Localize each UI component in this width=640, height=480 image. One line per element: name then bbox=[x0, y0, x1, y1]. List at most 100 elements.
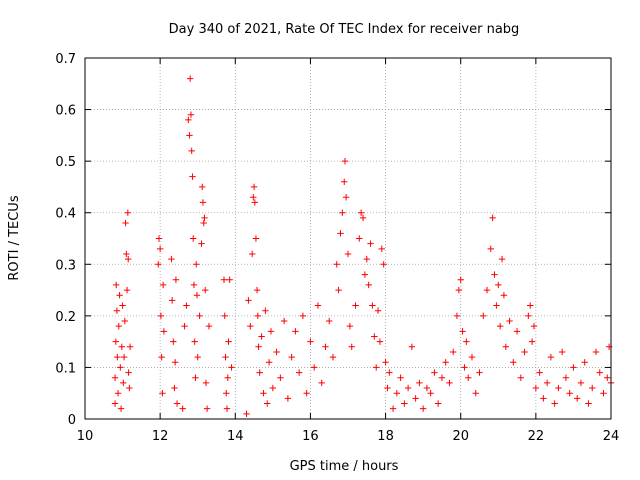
data-point bbox=[489, 214, 496, 222]
data-point bbox=[378, 245, 386, 253]
data-point bbox=[348, 343, 355, 350]
data-point bbox=[369, 302, 376, 309]
data-point bbox=[371, 333, 378, 340]
data-point bbox=[427, 390, 434, 397]
data-point bbox=[322, 343, 329, 350]
data-point bbox=[404, 384, 412, 392]
grid bbox=[85, 58, 611, 419]
data-point bbox=[280, 317, 288, 325]
data-point bbox=[156, 245, 164, 253]
data-point bbox=[115, 322, 123, 330]
x-tick-label: 18 bbox=[377, 429, 394, 444]
data-point bbox=[113, 307, 121, 314]
data-point bbox=[292, 328, 299, 335]
data-point bbox=[335, 286, 342, 294]
data-point bbox=[536, 369, 543, 376]
data-point bbox=[329, 353, 337, 361]
data-point bbox=[125, 255, 132, 263]
data-point bbox=[265, 359, 273, 366]
data-point bbox=[205, 322, 213, 330]
data-point bbox=[502, 343, 509, 350]
data-point bbox=[187, 75, 194, 82]
data-point bbox=[476, 369, 483, 376]
data-point bbox=[361, 271, 369, 278]
data-point bbox=[258, 333, 265, 340]
data-point bbox=[114, 353, 121, 361]
data-point bbox=[303, 390, 310, 397]
data-point bbox=[201, 214, 208, 222]
data-point bbox=[111, 374, 119, 381]
data-point bbox=[253, 286, 261, 294]
data-point bbox=[123, 286, 131, 294]
data-point bbox=[159, 281, 167, 289]
data-point bbox=[461, 364, 468, 371]
data-point bbox=[577, 379, 585, 387]
x-tick-label: 14 bbox=[227, 429, 244, 444]
data-point bbox=[252, 235, 260, 242]
data-point bbox=[446, 379, 453, 387]
data-point bbox=[245, 297, 252, 304]
data-point bbox=[273, 348, 280, 356]
data-point bbox=[442, 359, 449, 366]
data-point bbox=[592, 348, 600, 356]
data-point bbox=[170, 338, 177, 345]
data-point bbox=[380, 261, 387, 268]
data-point bbox=[423, 384, 431, 392]
data-point bbox=[551, 400, 558, 407]
y-tick-label: 0 bbox=[68, 413, 76, 428]
data-point bbox=[125, 369, 132, 376]
data-point bbox=[124, 209, 132, 216]
data-point bbox=[122, 219, 129, 227]
data-point bbox=[223, 390, 230, 397]
data-point bbox=[555, 384, 562, 392]
data-point bbox=[223, 405, 231, 412]
data-point bbox=[199, 199, 207, 206]
y-tick-label: 0.1 bbox=[55, 361, 76, 376]
data-point bbox=[372, 364, 380, 371]
data-point bbox=[264, 400, 271, 407]
data-point bbox=[532, 384, 540, 392]
data-point bbox=[183, 302, 190, 309]
data-point bbox=[191, 338, 198, 345]
data-point bbox=[528, 338, 536, 345]
data-point bbox=[112, 281, 120, 289]
data-point bbox=[111, 400, 119, 407]
data-point bbox=[374, 307, 382, 314]
data-point bbox=[190, 281, 198, 289]
data-point bbox=[386, 369, 393, 376]
data-point bbox=[114, 390, 122, 397]
data-point bbox=[228, 364, 235, 371]
data-point bbox=[158, 353, 165, 361]
data-point bbox=[401, 400, 408, 407]
data-point bbox=[342, 194, 350, 201]
data-point bbox=[495, 281, 502, 289]
data-point bbox=[185, 116, 192, 124]
data-point bbox=[363, 255, 370, 263]
data-point bbox=[521, 348, 528, 356]
data-point bbox=[222, 353, 229, 361]
data-point bbox=[118, 343, 126, 350]
data-point bbox=[159, 390, 166, 397]
data-point bbox=[224, 374, 231, 381]
y-tick-label: 0.4 bbox=[55, 207, 76, 222]
data-point bbox=[172, 276, 180, 283]
data-point bbox=[248, 250, 256, 258]
data-point bbox=[193, 292, 201, 299]
data-point bbox=[326, 317, 333, 325]
x-axis-label: GPS time / hours bbox=[290, 459, 399, 474]
data-point bbox=[168, 297, 176, 304]
data-point bbox=[493, 302, 500, 309]
y-tick-label: 0.7 bbox=[55, 52, 76, 67]
data-point bbox=[434, 400, 442, 407]
data-point bbox=[168, 255, 175, 263]
data-point bbox=[517, 374, 525, 381]
data-point bbox=[384, 384, 391, 392]
data-point bbox=[359, 214, 367, 222]
data-point bbox=[344, 250, 352, 258]
data-point bbox=[581, 359, 588, 366]
data-point bbox=[155, 261, 162, 268]
data-point bbox=[173, 400, 181, 407]
data-point bbox=[438, 374, 446, 381]
data-point bbox=[453, 312, 461, 320]
data-point bbox=[119, 302, 126, 309]
